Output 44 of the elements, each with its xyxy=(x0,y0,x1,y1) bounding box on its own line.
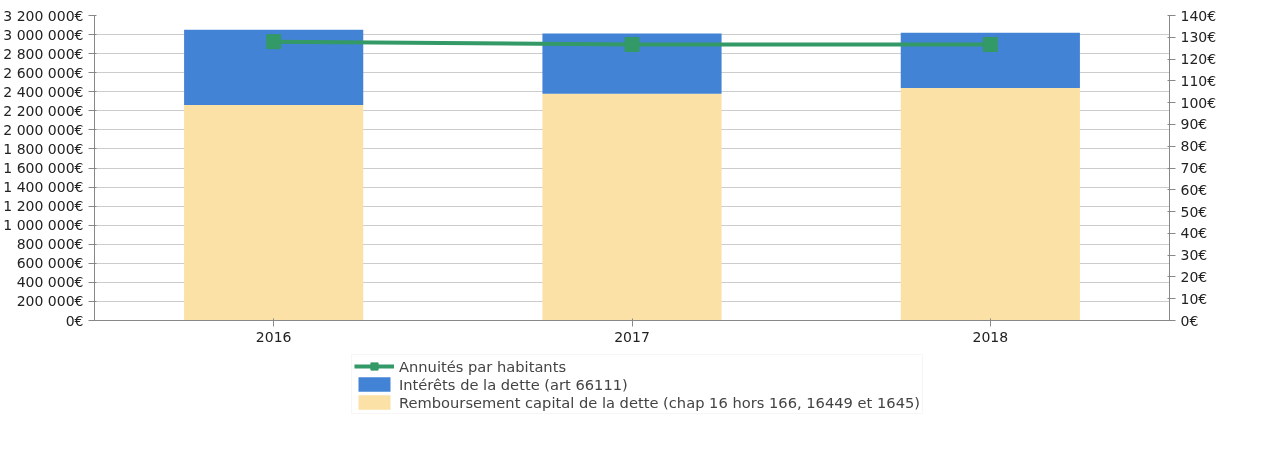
y2-tick-label: 60€ xyxy=(1180,181,1208,198)
y-tick-label: 1 400 000€ xyxy=(3,179,84,196)
y-tick-label: 3 000 000€ xyxy=(3,26,84,43)
bar xyxy=(900,87,1080,321)
y-tick-label: 800 000€ xyxy=(16,236,84,253)
legend-label: Remboursement capital de la dette (chap 16 hors 166, 16449 et 1645) xyxy=(398,393,921,411)
bar xyxy=(184,105,364,321)
bar xyxy=(900,32,1080,88)
x-tick-label: 2018 xyxy=(972,328,1009,345)
y-tick-label: 2 600 000€ xyxy=(3,64,84,81)
legend-label: Annuités par habitants xyxy=(398,357,567,375)
bar xyxy=(542,93,722,321)
y-tick-label: 1 000 000€ xyxy=(3,217,84,234)
y-tick-label: 200 000€ xyxy=(16,293,84,310)
y-tick-label: 1 600 000€ xyxy=(3,160,84,176)
y2-tick-label: 40€ xyxy=(1180,225,1208,242)
y2-tick-label: 20€ xyxy=(1180,268,1208,285)
y-tick-label: 2 200 000€ xyxy=(3,102,84,119)
y2-tick-label: 10€ xyxy=(1180,290,1208,307)
y2-tick-label: 30€ xyxy=(1180,247,1208,264)
y-tick-label: 2 000 000€ xyxy=(3,121,84,138)
y2-tick-label: 110€ xyxy=(1180,72,1217,89)
y2-tick-label: 0€ xyxy=(1180,312,1199,329)
y2-tick-label: 130€ xyxy=(1180,29,1217,46)
y-tick-label: 0€ xyxy=(65,312,84,329)
y2-tick-label: 80€ xyxy=(1180,138,1208,155)
y2-tick-label: 50€ xyxy=(1180,203,1208,220)
y-tick-label: 1 800 000€ xyxy=(3,140,84,157)
x-tick-label: 2016 xyxy=(255,328,292,345)
y-tick-label: 2 800 000€ xyxy=(3,45,84,62)
y2-tick-label: 100€ xyxy=(1180,94,1217,111)
bar xyxy=(542,33,722,94)
x-tick-label: 2017 xyxy=(614,328,650,345)
y2-tick-label: 70€ xyxy=(1180,160,1208,176)
y-tick-label: 2 400 000€ xyxy=(3,83,84,100)
legend-label: Intérêts de la dette (art 66111) xyxy=(398,375,628,393)
y2-tick-label: 120€ xyxy=(1180,51,1217,68)
y2-tick-label: 90€ xyxy=(1180,116,1208,133)
y-tick-label: 600 000€ xyxy=(16,255,84,272)
y2-tick-label: 140€ xyxy=(1180,7,1217,24)
y-tick-label: 1 200 000€ xyxy=(3,198,84,215)
y-tick-label: 3 200 000€ xyxy=(3,7,84,24)
bar xyxy=(184,29,364,106)
y-tick-label: 400 000€ xyxy=(16,274,84,291)
